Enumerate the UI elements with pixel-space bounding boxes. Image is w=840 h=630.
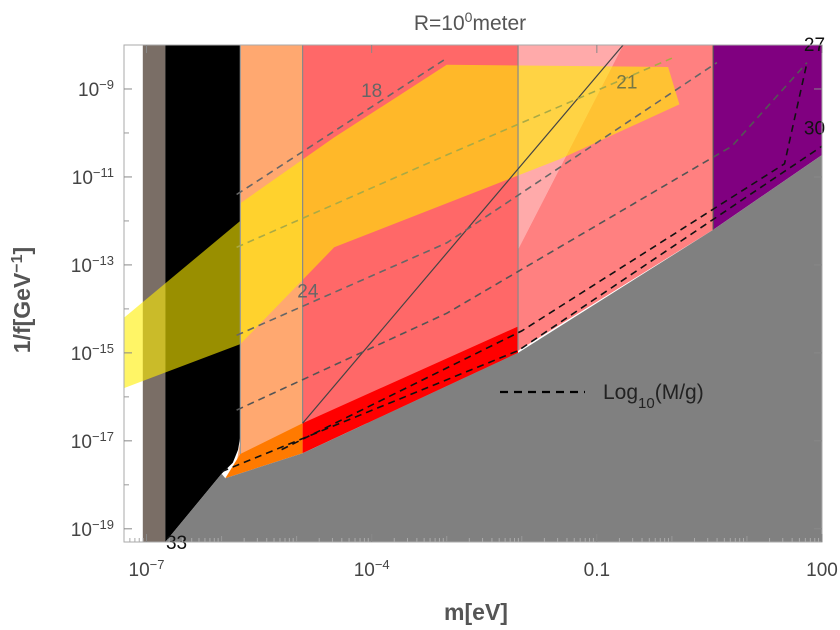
y-tick-label: 10−19 bbox=[71, 516, 114, 541]
y-axis-label-close: ] bbox=[9, 247, 35, 255]
chart-title-exponent: 0 bbox=[465, 9, 473, 25]
chart-title: R=100meter bbox=[414, 9, 526, 35]
x-axis-label: m[eV] bbox=[444, 599, 508, 625]
legend: Log10(M/g) bbox=[500, 381, 704, 412]
chart-title-base: R=10 bbox=[414, 12, 465, 35]
chart-title-suffix: meter bbox=[472, 12, 526, 35]
contour-line-21 bbox=[236, 57, 673, 249]
rose-region bbox=[518, 45, 714, 351]
y-axis-label-main: 1/f[GeV bbox=[9, 272, 35, 353]
yellow-band-layer bbox=[124, 64, 680, 389]
gray-excluded-region bbox=[165, 155, 822, 542]
contour-label-21: 21 bbox=[616, 72, 637, 93]
contour-label-corner: 33 bbox=[166, 533, 187, 554]
contour-label-30: 30 bbox=[804, 119, 825, 140]
contour-layer bbox=[221, 57, 822, 473]
y-axis-label: 1/f[GeV−1] bbox=[9, 247, 36, 353]
region-divider-line-4 bbox=[302, 45, 624, 424]
tick-layer: 10−7 10−4 0.1 100 10−9 10−11 10−13 10−15 10−17 10… bbox=[71, 45, 838, 581]
plot-frame bbox=[123, 44, 823, 543]
dark-orange-region bbox=[225, 423, 303, 479]
y-tick-label: 10−15 bbox=[71, 340, 114, 365]
yellow-band bbox=[124, 64, 680, 389]
contour-line-30 bbox=[221, 145, 822, 473]
red-region bbox=[302, 326, 518, 454]
y-tick-label: 10−17 bbox=[71, 428, 114, 453]
regions-layer bbox=[142, 45, 822, 542]
x-tick-label: 10−4 bbox=[354, 557, 390, 582]
contour-label-24: 24 bbox=[297, 281, 319, 302]
x-tick-label: 10−7 bbox=[129, 557, 165, 582]
contour-line-unlabeled-3 bbox=[236, 62, 808, 411]
legend-label-sub: 10 bbox=[638, 395, 655, 412]
contour-label-18: 18 bbox=[361, 81, 382, 102]
y-tick-label: 10−13 bbox=[71, 252, 114, 277]
y-tick-label: 10−9 bbox=[78, 76, 114, 101]
legend-label-rest: (M/g) bbox=[655, 381, 704, 404]
purple-region bbox=[713, 45, 822, 230]
x-tick-label: 0.1 bbox=[584, 560, 610, 581]
contour-line-24 bbox=[236, 61, 718, 337]
contour-line-27 bbox=[281, 62, 808, 451]
divider-layer bbox=[239, 45, 714, 455]
contour-line-18 bbox=[236, 57, 448, 196]
legend-label: Log10(M/g) bbox=[603, 381, 704, 412]
legend-label-main: Log bbox=[603, 381, 638, 404]
y-axis-label-exponent: −1 bbox=[9, 254, 26, 272]
y-tick-label: 10−11 bbox=[72, 164, 114, 189]
x-tick-label: 100 bbox=[806, 560, 838, 581]
